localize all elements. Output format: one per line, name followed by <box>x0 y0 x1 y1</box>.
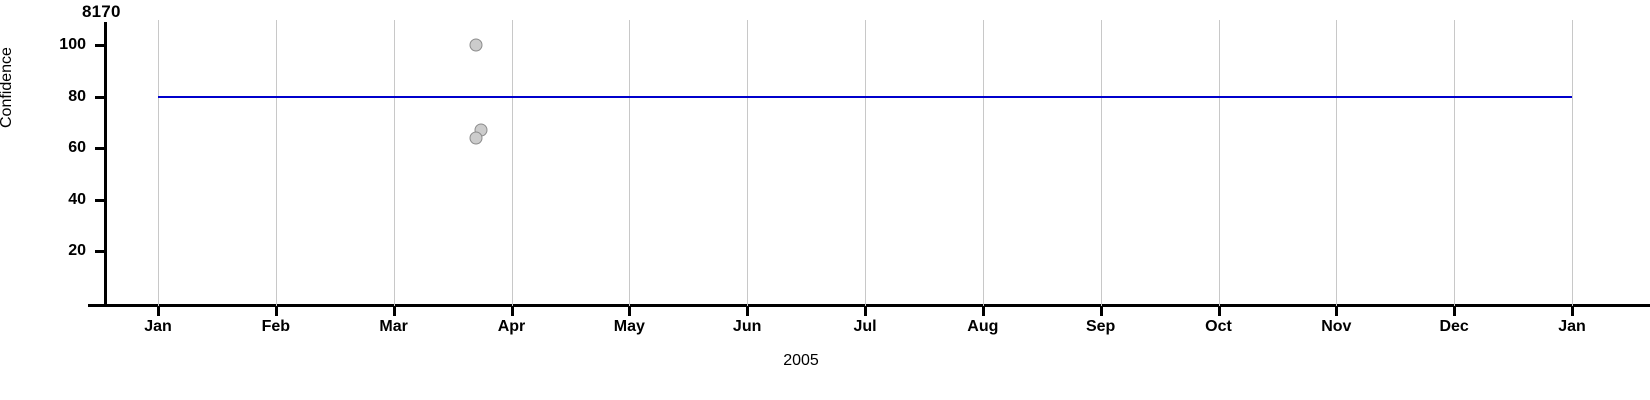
gridline-dec-11 <box>1454 20 1456 306</box>
x-tick-label-jan-12: Jan <box>1558 318 1586 335</box>
y-tick-mark-60 <box>95 147 104 150</box>
y-tick-label-60: 60 <box>68 139 86 156</box>
y-tick-mark-100 <box>95 44 104 47</box>
x-tick-label-oct-9: Oct <box>1205 318 1232 335</box>
x-tick-label-feb-1: Feb <box>261 318 291 335</box>
gridline-jun-5 <box>747 20 749 306</box>
gridline-feb-1 <box>275 20 277 306</box>
x-tick-mark-4 <box>628 306 632 316</box>
y-tick-label-80: 80 <box>68 87 86 105</box>
gridline-mar-2 <box>393 20 395 306</box>
x-tick-label-aug-7: Aug <box>967 318 999 335</box>
x-tick-label-dec-11: Dec <box>1439 318 1469 335</box>
y-tick-mark-40 <box>95 198 104 202</box>
y-axis-line <box>104 22 107 307</box>
y-tick-label-20: 20 <box>68 242 86 259</box>
y-tick-mark-80 <box>95 95 104 99</box>
gridline-aug-7 <box>982 20 984 306</box>
gridline-sep-8 <box>1100 20 1102 306</box>
x-tick-mark-1 <box>274 306 278 316</box>
x-tick-mark-9 <box>1217 306 1221 316</box>
gridline-nov-10 <box>1336 20 1338 306</box>
gridline-may-4 <box>629 20 631 306</box>
x-axis-label-text: 2005 <box>783 352 819 369</box>
x-tick-label-jul-6: Jul <box>853 318 877 335</box>
x-tick-label-apr-3: Apr <box>497 318 526 335</box>
y-tick-label-40: 40 <box>68 190 86 208</box>
x-axis-label: 2005 <box>0 352 1650 370</box>
x-tick-mark-6 <box>864 306 867 316</box>
plot-area <box>104 20 1650 306</box>
x-tick-label-jun-5: Jun <box>732 318 762 335</box>
gridline-jan-12 <box>1572 20 1573 306</box>
gridline-jan-0 <box>158 20 159 306</box>
gridline-oct-9 <box>1218 20 1220 306</box>
gridline-apr-3 <box>511 20 513 306</box>
chart-title: 8170 <box>82 2 121 21</box>
x-tick-label-mar-2: Mar <box>379 318 408 335</box>
x-tick-mark-5 <box>746 306 750 316</box>
x-tick-mark-3 <box>510 306 514 316</box>
y-axis-label: Confidence <box>0 47 15 128</box>
x-tick-label-nov-10: Nov <box>1321 318 1352 335</box>
x-axis-line <box>88 304 1650 307</box>
x-tick-mark-2 <box>392 306 396 316</box>
y-tick-mark-20 <box>95 250 104 253</box>
x-tick-label-jan-0: Jan <box>144 318 172 335</box>
y-tick-label-100: 100 <box>59 36 86 53</box>
x-tick-mark-7 <box>981 306 985 316</box>
x-tick-mark-12 <box>1571 306 1574 316</box>
threshold-line <box>158 95 1572 98</box>
x-tick-mark-11 <box>1453 306 1457 316</box>
gridline-jul-6 <box>865 20 866 306</box>
x-tick-mark-0 <box>157 306 160 316</box>
x-tick-mark-10 <box>1335 306 1339 316</box>
data-point[interactable] <box>469 38 483 52</box>
x-tick-mark-8 <box>1099 306 1103 316</box>
data-point[interactable] <box>469 131 483 145</box>
x-tick-label-may-4: May <box>613 318 645 335</box>
x-tick-label-sep-8: Sep <box>1085 318 1116 335</box>
